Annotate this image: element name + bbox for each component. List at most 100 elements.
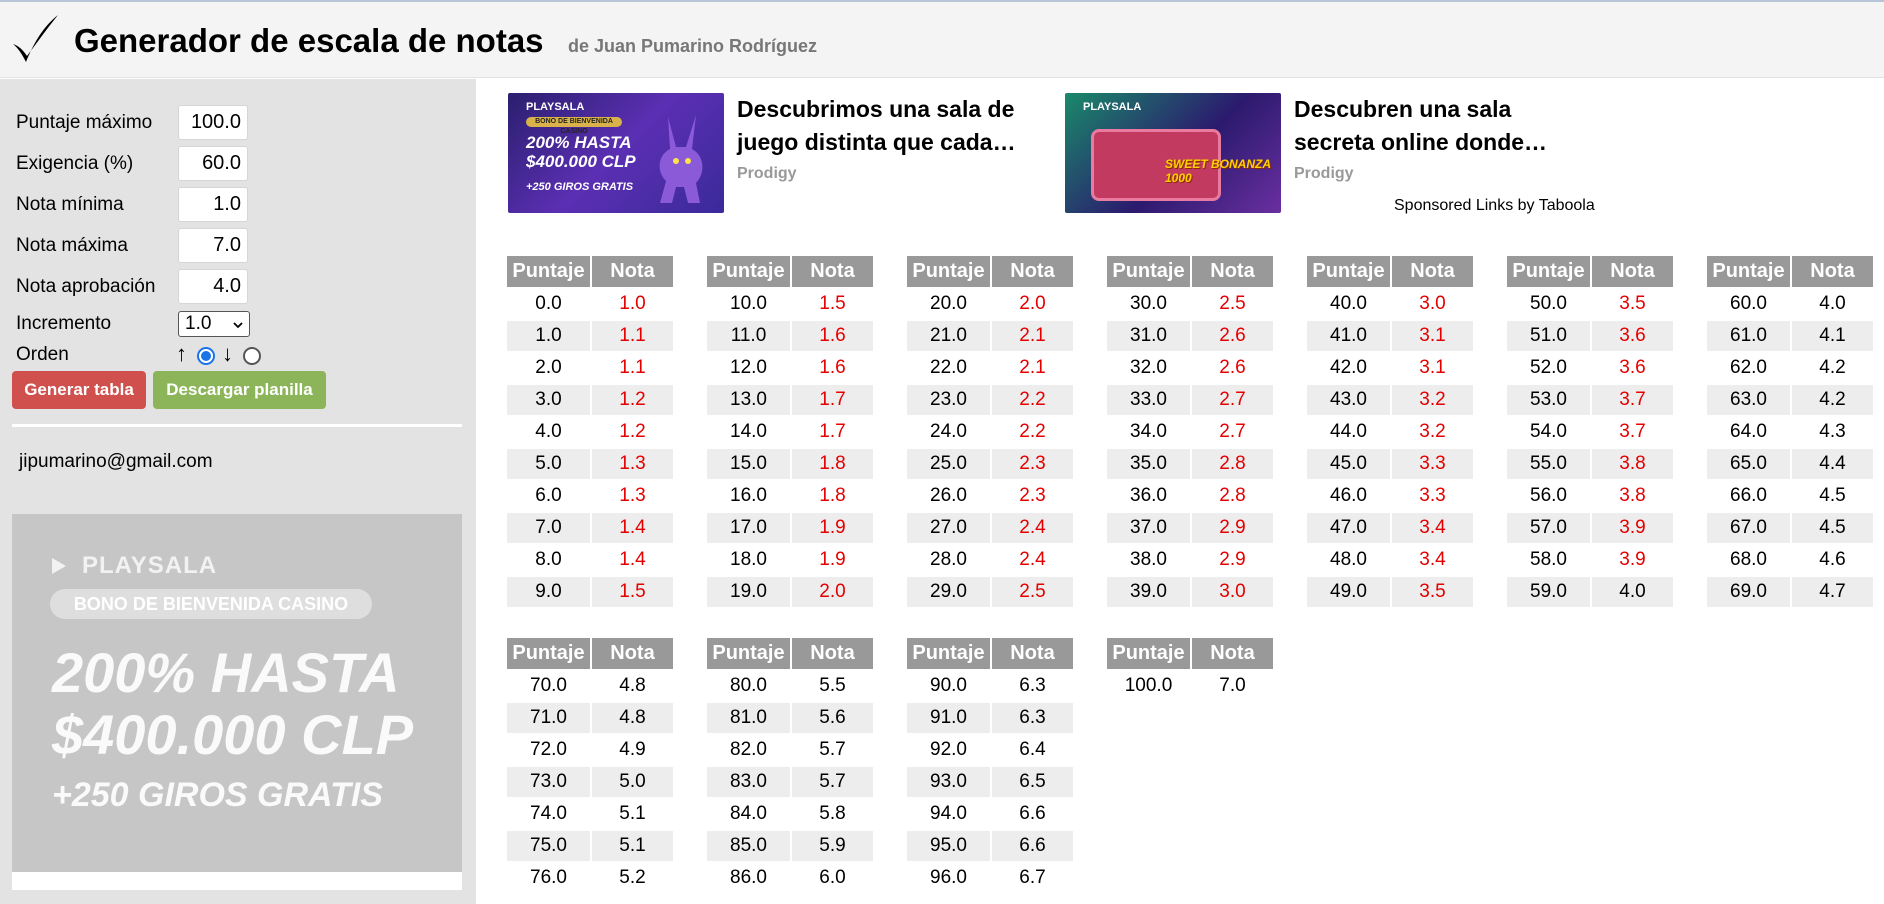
grade-cell: 5.6 xyxy=(792,703,873,733)
grade-cell: 5.1 xyxy=(619,803,646,824)
ad-bono-pill: BONO DE BIENVENIDA CASINO xyxy=(50,589,372,619)
table-row: 26.0 2.3 xyxy=(907,481,1073,511)
grade-cell: 7.0 xyxy=(1219,675,1246,696)
score-cell: 27.0 xyxy=(907,513,990,543)
ad-title-1[interactable]: Descubrimos una sala de juego distinta q… xyxy=(737,96,1016,155)
table-row: 36.0 2.8 xyxy=(1107,481,1273,511)
order-up-arrow: ↑ xyxy=(176,341,187,366)
ad-card-1[interactable]: PLAYSALA BONO DE BIENVENIDA CASINO 200% … xyxy=(508,93,1028,213)
sidebar-ad-banner[interactable]: PLAYSALA BONO DE BIENVENIDA CASINO 200% … xyxy=(12,514,462,890)
table-row: 49.0 3.5 xyxy=(1307,577,1473,607)
score-cell: 69.0 xyxy=(1707,577,1790,607)
score-cell: 1.0 xyxy=(507,321,590,351)
table-row: 5.0 1.3 xyxy=(507,449,673,479)
requirement-input[interactable] xyxy=(178,146,248,181)
min-grade-input[interactable] xyxy=(178,187,248,222)
increment-value: 1.0 xyxy=(185,313,212,334)
grade-cell: 4.5 xyxy=(1792,513,1873,543)
taboola-sponsored-link[interactable]: Sponsored Links by Taboola xyxy=(1394,197,1595,214)
score-cell: 12.0 xyxy=(730,357,767,378)
score-cell: 47.0 xyxy=(1307,513,1390,543)
grade-cell: 4.9 xyxy=(619,739,646,760)
generate-table-button[interactable]: Generar tabla xyxy=(12,371,146,409)
grade-cell: 4.6 xyxy=(1819,549,1846,570)
table-row: 34.0 2.7 xyxy=(1107,417,1273,447)
grade-table-header: Puntaje Nota xyxy=(907,256,1073,287)
table-row: 25.0 2.3 xyxy=(907,449,1073,479)
table-row: 22.0 2.1 xyxy=(907,353,1073,383)
grade-cell: 1.1 xyxy=(592,321,673,351)
score-cell: 72.0 xyxy=(530,739,567,760)
table-row: 8.0 1.4 xyxy=(507,545,673,575)
table-row: 86.0 6.0 xyxy=(707,863,873,893)
score-cell: 17.0 xyxy=(707,513,790,543)
table-row: 70.0 4.8 xyxy=(507,671,673,701)
table-row: 14.0 1.7 xyxy=(707,417,873,447)
score-cell: 74.0 xyxy=(530,803,567,824)
table-row: 84.0 5.8 xyxy=(707,799,873,829)
score-cell: 80.0 xyxy=(730,675,767,696)
ad-image-slot-title: SWEET BONANZA 1000 xyxy=(1165,157,1271,185)
max-grade-input[interactable] xyxy=(178,228,248,263)
score-column-header: Puntaje xyxy=(907,638,990,669)
score-cell: 35.0 xyxy=(1107,449,1190,479)
table-row: 50.0 3.5 xyxy=(1507,289,1673,319)
order-up-radio[interactable] xyxy=(197,347,215,365)
score-cell: 19.0 xyxy=(707,577,790,607)
score-cell: 11.0 xyxy=(707,321,790,351)
score-cell: 54.0 xyxy=(1530,421,1567,442)
grade-cell: 3.7 xyxy=(1619,421,1646,442)
grade-cell: 5.1 xyxy=(592,831,673,861)
grade-cell: 1.6 xyxy=(792,321,873,351)
order-down-arrow: ↓ xyxy=(222,341,233,366)
score-cell: 40.0 xyxy=(1330,293,1367,314)
download-sheet-button[interactable]: Descargar planilla xyxy=(153,371,326,409)
grade-column-header: Nota xyxy=(1192,256,1273,287)
table-row: 17.0 1.9 xyxy=(707,513,873,543)
ad-image-2: PLAYSALA SWEET BONANZA 1000 xyxy=(1065,93,1281,213)
ad-image-headline-line1: 200% HASTA xyxy=(526,133,632,152)
score-cell: 30.0 xyxy=(1130,293,1167,314)
table-row: 55.0 3.8 xyxy=(1507,449,1673,479)
grade-table: Puntaje Nota 30.0 2.5 31.0 2.6 32.0 2.6 33.0 2.7 3… xyxy=(1105,254,1275,609)
table-row: 96.0 6.7 xyxy=(907,863,1073,893)
score-cell: 39.0 xyxy=(1107,577,1190,607)
ad-image-headline-line2: $400.000 CLP xyxy=(526,152,636,171)
score-cell: 20.0 xyxy=(930,293,967,314)
increment-select[interactable]: 1.0 xyxy=(178,311,250,337)
score-cell: 5.0 xyxy=(507,449,590,479)
table-row: 81.0 5.6 xyxy=(707,703,873,733)
score-column-header: Puntaje xyxy=(1307,256,1390,287)
grade-cell: 3.0 xyxy=(1419,293,1446,314)
ad-brand: PLAYSALA xyxy=(82,552,218,579)
grade-cell: 4.2 xyxy=(1819,357,1846,378)
order-down-radio[interactable] xyxy=(243,347,261,365)
passing-grade-input[interactable] xyxy=(178,269,248,304)
table-row: 29.0 2.5 xyxy=(907,577,1073,607)
ad-card-2[interactable]: PLAYSALA SWEET BONANZA 1000 Descubren un… xyxy=(1065,93,1585,213)
table-row: 74.0 5.1 xyxy=(507,799,673,829)
grade-cell: 3.2 xyxy=(1419,421,1446,442)
ad-title-2[interactable]: Descubren una sala secreta online donde… xyxy=(1294,96,1548,155)
ad-footer xyxy=(12,872,462,890)
grade-cell: 2.5 xyxy=(992,577,1073,607)
table-row: 10.0 1.5 xyxy=(707,289,873,319)
table-row: 94.0 6.6 xyxy=(907,799,1073,829)
score-cell: 25.0 xyxy=(907,449,990,479)
score-cell: 21.0 xyxy=(907,321,990,351)
grade-cell: 6.5 xyxy=(992,767,1073,797)
table-row: 64.0 4.3 xyxy=(1707,417,1873,447)
max-score-input[interactable] xyxy=(178,105,248,140)
table-row: 42.0 3.1 xyxy=(1307,353,1473,383)
grade-cell: 3.6 xyxy=(1619,357,1646,378)
score-cell: 43.0 xyxy=(1307,385,1390,415)
author-email[interactable]: jipumarino@gmail.com xyxy=(19,451,213,472)
score-cell: 41.0 xyxy=(1307,321,1390,351)
grade-table-header: Puntaje Nota xyxy=(1107,256,1273,287)
table-row: 60.0 4.0 xyxy=(1707,289,1873,319)
table-row: 21.0 2.1 xyxy=(907,321,1073,351)
score-cell: 63.0 xyxy=(1707,385,1790,415)
grade-table-header: Puntaje Nota xyxy=(907,638,1073,669)
grade-cell: 4.4 xyxy=(1792,449,1873,479)
score-cell: 90.0 xyxy=(930,675,967,696)
